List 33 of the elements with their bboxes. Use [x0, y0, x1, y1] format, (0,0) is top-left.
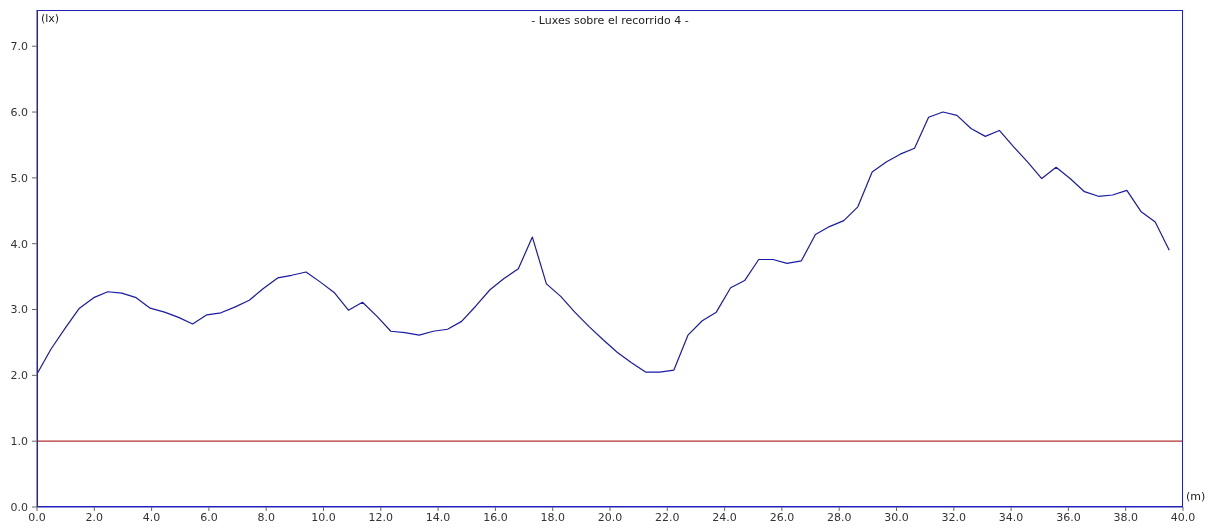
x-tick-label: 4.0 — [142, 510, 161, 524]
x-tick-label: 34.0 — [998, 510, 1024, 524]
x-tick-label: 16.0 — [483, 510, 508, 524]
x-tick-label: 12.0 — [368, 510, 394, 524]
x-tick-label: 40.0 — [1170, 510, 1196, 524]
y-tick-label: 2.0 — [10, 369, 28, 383]
x-tick-label: 10.0 — [311, 510, 336, 524]
x-tick-label: 0.0 — [28, 510, 46, 524]
x-tick-label: 18.0 — [540, 510, 565, 524]
y-tick-label: 5.0 — [10, 171, 28, 185]
y-tick-label: 1.0 — [10, 435, 28, 449]
x-tick-label: 28.0 — [826, 510, 852, 524]
y-tick-label: 3.0 — [10, 303, 28, 317]
y-tick-label: 0.0 — [10, 500, 28, 514]
x-tick-label: 38.0 — [1113, 510, 1138, 524]
line-series — [37, 111, 1170, 375]
x-tick-label: 26.0 — [769, 510, 795, 524]
x-tick-label: 8.0 — [257, 510, 275, 524]
chart-title: - Luxes sobre el recorrido 4 - — [531, 14, 689, 27]
x-tick-label: 32.0 — [941, 510, 967, 524]
x-tick-label: 2.0 — [85, 510, 104, 524]
x-tick-label: 24.0 — [712, 510, 737, 524]
x-tick-label: 36.0 — [1056, 510, 1081, 524]
y-tick-label: 6.0 — [10, 105, 28, 119]
x-tick-label: 14.0 — [425, 510, 451, 524]
y-tick-label: 7.0 — [10, 40, 28, 54]
x-tick-label: 22.0 — [655, 510, 680, 524]
x-axis-title: (m) — [1186, 490, 1206, 503]
y-tick-label: 4.0 — [10, 237, 28, 251]
x-tick-label: 20.0 — [597, 510, 623, 524]
x-tick-label: 6.0 — [200, 510, 218, 524]
y-axis-title: (lx) — [41, 12, 60, 25]
x-tick-label: 30.0 — [884, 510, 909, 524]
